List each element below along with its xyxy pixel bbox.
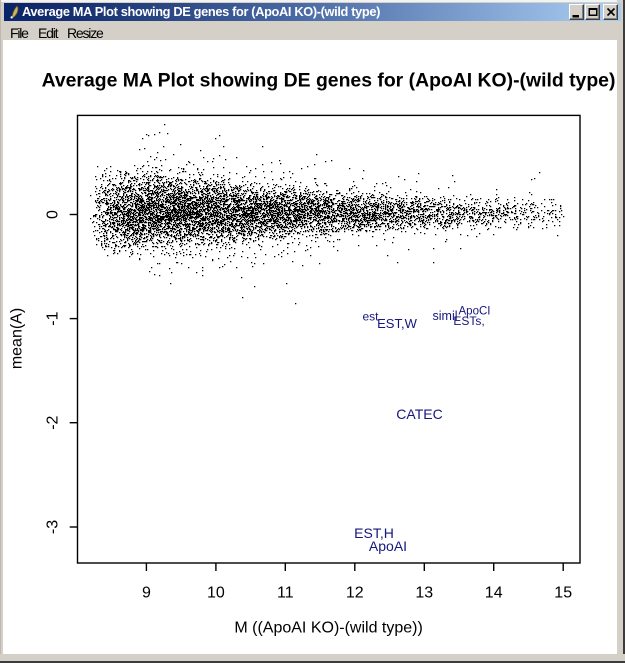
svg-text:14: 14 xyxy=(485,585,503,602)
svg-text:ESTs,: ESTs, xyxy=(453,314,484,328)
svg-text:9: 9 xyxy=(142,585,151,602)
svg-text:EST,W: EST,W xyxy=(377,316,417,331)
svg-text:CATEC: CATEC xyxy=(396,406,442,422)
svg-text:-1: -1 xyxy=(45,311,62,325)
svg-text:ApoAI: ApoAI xyxy=(369,538,407,554)
svg-text:ApoCI: ApoCI xyxy=(459,306,491,318)
svg-text:-2: -2 xyxy=(45,415,62,429)
svg-text:mean(A): mean(A) xyxy=(9,308,26,369)
svg-text:12: 12 xyxy=(346,585,364,602)
svg-text:10: 10 xyxy=(207,585,225,602)
svg-text:13: 13 xyxy=(415,585,433,602)
svg-text:simil: simil xyxy=(433,309,458,323)
svg-text:11: 11 xyxy=(277,585,294,602)
svg-text:Average MA Plot showing DE gen: Average MA Plot showing DE genes for (Ap… xyxy=(42,70,616,92)
svg-text:15: 15 xyxy=(554,585,572,602)
svg-text:0: 0 xyxy=(45,210,62,219)
svg-text:M ((ApoAI KO)-(wild type)): M ((ApoAI KO)-(wild type)) xyxy=(234,620,422,637)
svg-text:est: est xyxy=(362,309,379,323)
svg-text:-3: -3 xyxy=(45,520,62,534)
svg-text:EST,H: EST,H xyxy=(354,525,394,541)
